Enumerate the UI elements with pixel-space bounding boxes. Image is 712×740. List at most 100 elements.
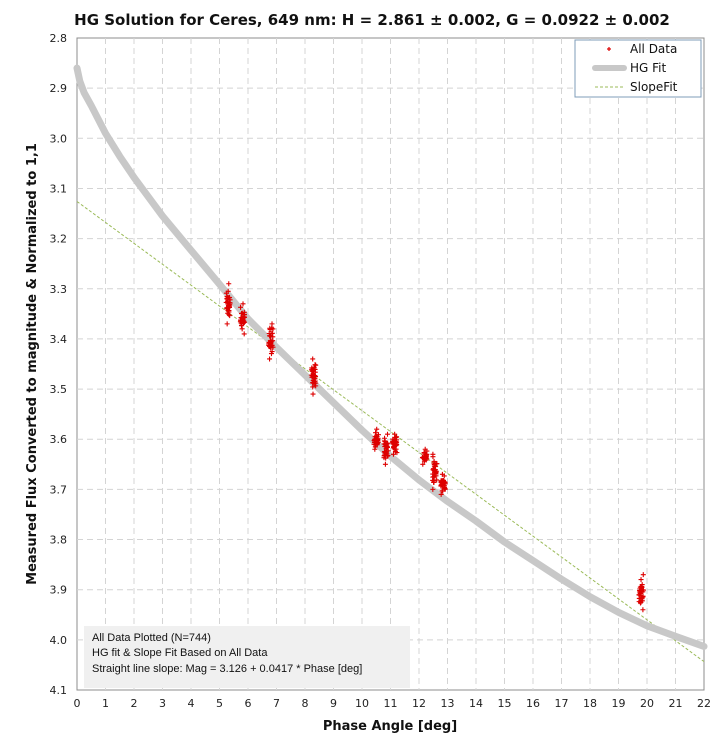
data-point — [381, 438, 387, 444]
y-tick-label: 2.9 — [50, 82, 68, 95]
data-point — [226, 281, 232, 287]
data-point — [225, 308, 231, 314]
data-point — [434, 461, 440, 467]
data-cluster — [430, 451, 440, 492]
data-point — [393, 446, 399, 452]
data-point — [313, 362, 319, 368]
y-tick-labels: 2.8 2.9 3.0 3.1 3.2 3.3 3.4 3.5 3.6 3.7 3.8 3.9 4.0 4… — [50, 32, 68, 697]
y-tick-label: 3.6 — [50, 433, 68, 446]
y-tick-label: 3.9 — [50, 584, 68, 597]
data-point — [241, 331, 247, 337]
x-tick-label: 11 — [384, 697, 398, 710]
annotation-line-1: All Data Plotted (N=744) — [92, 632, 211, 644]
x-tick-label: 20 — [640, 697, 654, 710]
y-tick-label: 3.7 — [50, 483, 68, 496]
data-point — [313, 383, 319, 389]
data-point — [382, 461, 388, 467]
data-point — [224, 321, 230, 327]
annotation-line-3: Straight line slope: Mag = 3.126 + 0.041… — [92, 663, 362, 675]
data-point — [239, 326, 245, 332]
legend-label-slope-fit: SlopeFit — [630, 80, 678, 94]
annotation-box: All Data Plotted (N=744) HG fit & Slope … — [84, 626, 410, 688]
data-point — [267, 343, 273, 349]
data-point — [423, 453, 429, 459]
x-tick-label: 3 — [159, 697, 166, 710]
annotation-background — [84, 626, 410, 688]
data-cluster — [308, 356, 319, 397]
data-point — [270, 344, 276, 350]
data-point — [441, 473, 447, 479]
x-tick-label: 0 — [74, 697, 81, 710]
data-point — [310, 391, 316, 397]
data-point — [310, 356, 316, 362]
data-point — [225, 288, 231, 294]
x-tick-label: 21 — [669, 697, 683, 710]
y-tick-label: 3.5 — [50, 383, 68, 396]
data-point — [640, 607, 646, 613]
data-point — [639, 587, 645, 593]
x-tick-label: 4 — [188, 697, 195, 710]
chart-title: HG Solution for Ceres, 649 nm: H = 2.861… — [74, 11, 670, 29]
data-point — [640, 593, 646, 599]
data-point — [636, 599, 642, 605]
data-point — [310, 371, 316, 377]
data-point — [310, 380, 316, 386]
data-point — [238, 317, 244, 323]
y-tick-label: 3.2 — [50, 233, 68, 246]
data-point — [241, 315, 247, 321]
data-point — [639, 582, 645, 588]
data-point — [268, 351, 274, 357]
data-point — [432, 467, 438, 473]
x-tick-label: 13 — [441, 697, 455, 710]
data-point — [312, 362, 318, 368]
y-tick-label: 2.8 — [50, 32, 68, 45]
data-point — [430, 486, 436, 492]
data-point — [374, 426, 380, 432]
data-point — [392, 434, 398, 440]
y-tick-label: 4.0 — [50, 634, 68, 647]
data-point — [431, 479, 437, 485]
y-tick-label: 3.3 — [50, 283, 68, 296]
data-cluster — [636, 572, 646, 613]
x-tick-label: 6 — [245, 697, 252, 710]
data-point — [421, 455, 427, 461]
data-cluster — [371, 426, 381, 452]
data-point — [439, 481, 445, 487]
x-tick-label: 2 — [131, 697, 138, 710]
data-point — [269, 325, 275, 331]
data-point — [385, 448, 391, 454]
data-point — [381, 453, 387, 459]
x-tick-label: 7 — [273, 697, 280, 710]
x-tick-label: 17 — [555, 697, 569, 710]
data-point — [421, 450, 427, 456]
data-point — [438, 491, 444, 497]
data-point — [639, 596, 645, 602]
data-point — [382, 444, 388, 450]
data-cluster — [237, 301, 248, 337]
data-point — [312, 378, 318, 384]
x-tick-label: 9 — [330, 697, 337, 710]
data-point — [421, 458, 427, 464]
data-point — [240, 320, 246, 326]
data-cluster — [390, 431, 400, 457]
data-point — [241, 318, 247, 324]
data-point — [374, 437, 380, 443]
data-points-layer — [223, 281, 646, 613]
data-point — [224, 296, 230, 302]
x-tick-label: 19 — [612, 697, 626, 710]
x-axis-title: Phase Angle [deg] — [323, 719, 457, 734]
y-tick-label: 3.0 — [50, 132, 68, 145]
data-cluster — [223, 281, 233, 327]
data-point — [384, 451, 390, 457]
x-tick-label: 5 — [216, 697, 223, 710]
data-point — [241, 309, 247, 315]
x-tick-label: 18 — [583, 697, 597, 710]
data-point — [394, 437, 400, 443]
data-point — [638, 577, 644, 583]
data-point — [225, 300, 231, 306]
data-point — [227, 295, 233, 301]
x-tick-labels: 0 1 2 3 4 5 6 7 8 9 10 11 12 13 14 15 16 17 18 19 20 21 22 — [74, 697, 712, 710]
data-point — [240, 301, 246, 307]
legend-label-all-data: All Data — [630, 42, 677, 56]
